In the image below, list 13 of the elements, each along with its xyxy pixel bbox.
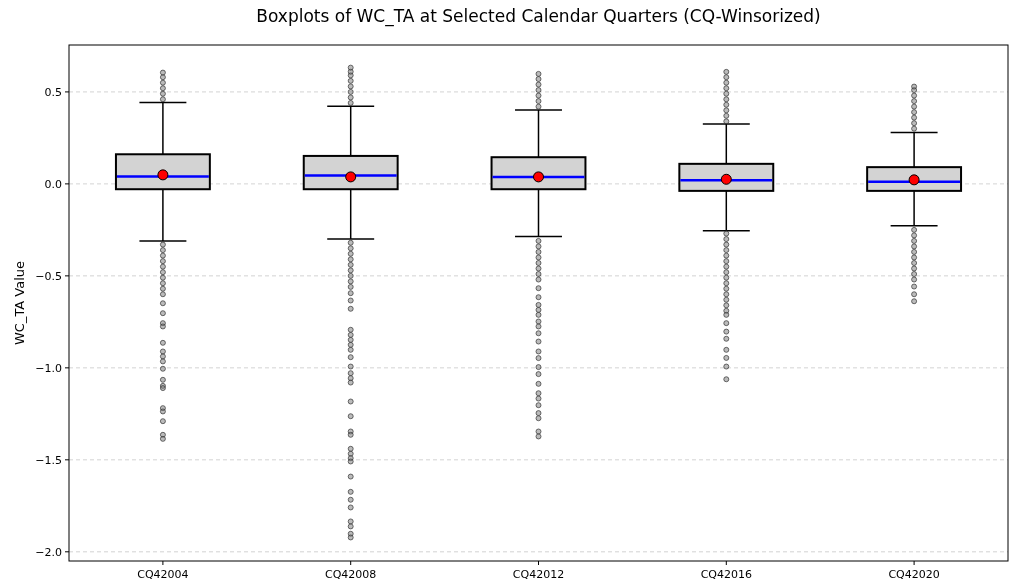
- y-tick-label: −1.0: [35, 361, 62, 375]
- y-tick-label: 0.0: [44, 177, 62, 191]
- y-tick-label: −2.0: [35, 545, 62, 559]
- y-tick-label: −0.5: [35, 269, 62, 283]
- y-axis-title: WC_TA Value: [12, 260, 27, 346]
- x-tick-label: CQ42016: [700, 568, 752, 581]
- x-tick-label: CQ42008: [325, 568, 377, 581]
- x-tick-label: CQ42020: [888, 568, 940, 581]
- y-tick-label: −1.5: [35, 453, 62, 467]
- y-tick-label: 0.5: [44, 85, 62, 99]
- chart-title: Boxplots of WC_TA at Selected Calendar Quarters (CQ-Winsorized): [256, 6, 821, 27]
- x-tick-label: CQ42012: [512, 568, 565, 581]
- x-tick-label: CQ42004: [137, 568, 189, 581]
